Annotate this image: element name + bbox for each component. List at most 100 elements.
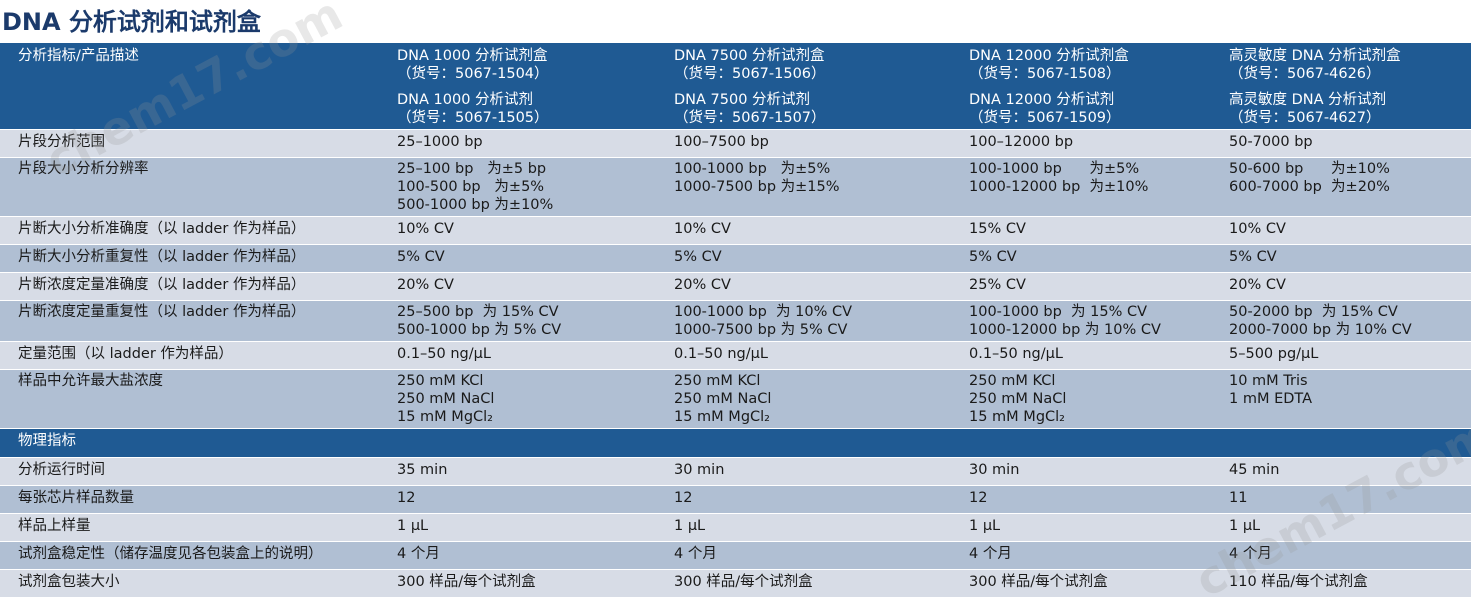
table-cell: 25% CV (967, 272, 1227, 301)
table-cell: 12 (967, 485, 1227, 514)
cell-line: 1 μL (397, 518, 429, 534)
table-cell: 0.1–50 ng/μL (672, 341, 967, 370)
table-row: 片段分析范围 25–1000 bp 100–7500 bp 100–12000 bp 5… (0, 129, 1471, 158)
row-label: 样品上样量 (0, 513, 395, 542)
table-row: 片断大小分析重复性（以 ladder 作为样品） 5% CV 5% CV 5% CV 5… (0, 244, 1471, 273)
reagent-number: （货号：5067-4627） (1229, 110, 1381, 126)
cell-line: 500-1000 bp 为 5% CV (397, 322, 562, 338)
reagent-name: DNA 1000 分析试剂 (397, 92, 534, 108)
cell-line: 15% CV (969, 221, 1026, 237)
kit-name: 高灵敏度 DNA 分析试剂盒 (1229, 48, 1401, 64)
cell-line: 250 mM KCl (969, 373, 1056, 389)
row-label: 每张芯片样品数量 (0, 485, 395, 514)
table-cell: 30 min (967, 457, 1227, 486)
table-header-row: 分析指标/产品描述 DNA 1000 分析试剂盒 （货号：5067-1504） … (0, 42, 1471, 130)
table-cell: 20% CV (395, 272, 672, 301)
table-cell: 15% CV (967, 216, 1227, 245)
cell-line: 600-7000 bp 为±20% (1229, 179, 1390, 195)
cell-line: 0.1–50 ng/μL (969, 346, 1063, 362)
cell-line: 35 min (397, 462, 448, 478)
row-label: 片段分析范围 (0, 129, 395, 158)
row-label: 定量范围（以 ladder 作为样品） (0, 341, 395, 370)
table-cell: 110 样品/每个试剂盒 (1227, 569, 1471, 597)
table-cell: 25–100 bp 为±5 bp 100-500 bp 为±5% 500-1000 … (395, 157, 672, 217)
table-cell: 1 μL (1227, 513, 1471, 542)
cell-line: 1000-7500 bp 为 5% CV (674, 322, 848, 338)
cell-line: 0.1–50 ng/μL (397, 346, 491, 362)
cell-line: 4 个月 (674, 546, 717, 562)
cell-line: 250 mM NaCl (397, 391, 495, 407)
cell-line: 10 mM Tris (1229, 373, 1308, 389)
cell-line: 20% CV (397, 277, 454, 293)
cell-line: 100-1000 bp 为±5% (674, 161, 831, 177)
table-cell: 100-1000 bp 为 10% CV 1000-7500 bp 为 5% CV (672, 300, 967, 342)
kit-name: DNA 7500 分析试剂盒 (674, 48, 825, 64)
spec-table-container: 分析指标/产品描述 DNA 1000 分析试剂盒 （货号：5067-1504） … (0, 42, 1471, 597)
row-label: 片断大小分析准确度（以 ladder 作为样品） (0, 216, 395, 245)
table-row: 片断大小分析准确度（以 ladder 作为样品） 10% CV 10% CV 15% … (0, 216, 1471, 245)
cell-line: 5% CV (1229, 249, 1277, 265)
cell-line: 15 mM MgCl₂ (969, 409, 1065, 425)
cell-line: 250 mM KCl (397, 373, 484, 389)
cell-line: 100–7500 bp (674, 134, 769, 150)
cell-line: 25–500 bp 为 15% CV (397, 304, 559, 320)
cell-line: 2000-7000 bp 为 10% CV (1229, 322, 1412, 338)
cell-line: 100-500 bp 为±5% (397, 179, 545, 195)
cell-line: 5–500 pg/μL (1229, 346, 1319, 362)
table-cell: 100–12000 bp (967, 129, 1227, 158)
table-cell: 12 (395, 485, 672, 514)
reagent-number: （货号：5067-1507） (674, 110, 826, 126)
table-cell: 0.1–50 ng/μL (967, 341, 1227, 370)
reagent-number: （货号：5067-1509） (969, 110, 1121, 126)
table-cell: 250 mM KCl 250 mM NaCl 15 mM MgCl₂ (395, 369, 672, 429)
table-cell: 5–500 pg/μL (1227, 341, 1471, 370)
cell-line: 250 mM KCl (674, 373, 761, 389)
table-cell: 5% CV (1227, 244, 1471, 273)
table-cell: 5% CV (395, 244, 672, 273)
cell-line: 15 mM MgCl₂ (397, 409, 493, 425)
cell-line: 5% CV (674, 249, 722, 265)
table-cell: 25–500 bp 为 15% CV 500-1000 bp 为 5% CV (395, 300, 672, 342)
table-cell: 50-7000 bp (1227, 129, 1471, 158)
table-row: 片段大小分析分辨率 25–100 bp 为±5 bp 100-500 bp 为±5%… (0, 157, 1471, 217)
cell-line: 100-1000 bp 为 15% CV (969, 304, 1148, 320)
cell-line: 4 个月 (397, 546, 440, 562)
cell-line: 12 (969, 490, 988, 506)
cell-line: 15 mM MgCl₂ (674, 409, 770, 425)
kit-number: （货号：5067-1504） (397, 66, 549, 82)
reagent-name: DNA 12000 分析试剂 (969, 92, 1115, 108)
table-cell: 300 样品/每个试剂盒 (967, 569, 1227, 597)
reagent-name: DNA 7500 分析试剂 (674, 92, 811, 108)
table-cell: 30 min (672, 457, 967, 486)
cell-line: 12 (674, 490, 693, 506)
table-cell: 35 min (395, 457, 672, 486)
row-label: 样品中允许最大盐浓度 (0, 369, 395, 429)
table-cell: 1 μL (967, 513, 1227, 542)
cell-line: 250 mM NaCl (969, 391, 1067, 407)
kit-number: （货号：5067-1506） (674, 66, 826, 82)
cell-line: 30 min (674, 462, 725, 478)
table-cell: 300 样品/每个试剂盒 (395, 569, 672, 597)
cell-line: 4 个月 (1229, 546, 1272, 562)
cell-line: 45 min (1229, 462, 1280, 478)
table-cell: 45 min (1227, 457, 1471, 486)
cell-line: 5% CV (969, 249, 1017, 265)
table-row: 样品上样量 1 μL 1 μL 1 μL 1 μL (0, 513, 1471, 542)
spec-table: 分析指标/产品描述 DNA 1000 分析试剂盒 （货号：5067-1504） … (0, 42, 1471, 597)
row-label: 试剂盒稳定性（储存温度见各包装盒上的说明） (0, 541, 395, 570)
row-label: 片段大小分析分辨率 (0, 157, 395, 217)
table-row: 试剂盒包装大小 300 样品/每个试剂盒 300 样品/每个试剂盒 300 样品/每个… (0, 569, 1471, 597)
cell-line: 100-1000 bp 为 10% CV (674, 304, 853, 320)
row-label: 片断浓度定量重复性（以 ladder 作为样品） (0, 300, 395, 342)
header-product: 高灵敏度 DNA 分析试剂盒 （货号：5067-4626） 高灵敏度 DNA 分… (1227, 42, 1471, 130)
table-cell: 250 mM KCl 250 mM NaCl 15 mM MgCl₂ (672, 369, 967, 429)
kit-name: DNA 12000 分析试剂盒 (969, 48, 1129, 64)
table-cell: 0.1–50 ng/μL (395, 341, 672, 370)
cell-line: 300 样品/每个试剂盒 (674, 574, 813, 590)
table-cell: 25–1000 bp (395, 129, 672, 158)
cell-line: 10% CV (674, 221, 731, 237)
table-row: 片断浓度定量准确度（以 ladder 作为样品） 20% CV 20% CV 25% … (0, 272, 1471, 301)
table-row: 定量范围（以 ladder 作为样品） 0.1–50 ng/μL 0.1–50 ng… (0, 341, 1471, 370)
table-cell: 50-600 bp 为±10% 600-7000 bp 为±20% (1227, 157, 1471, 217)
section-title: 物理指标 (0, 428, 1471, 458)
